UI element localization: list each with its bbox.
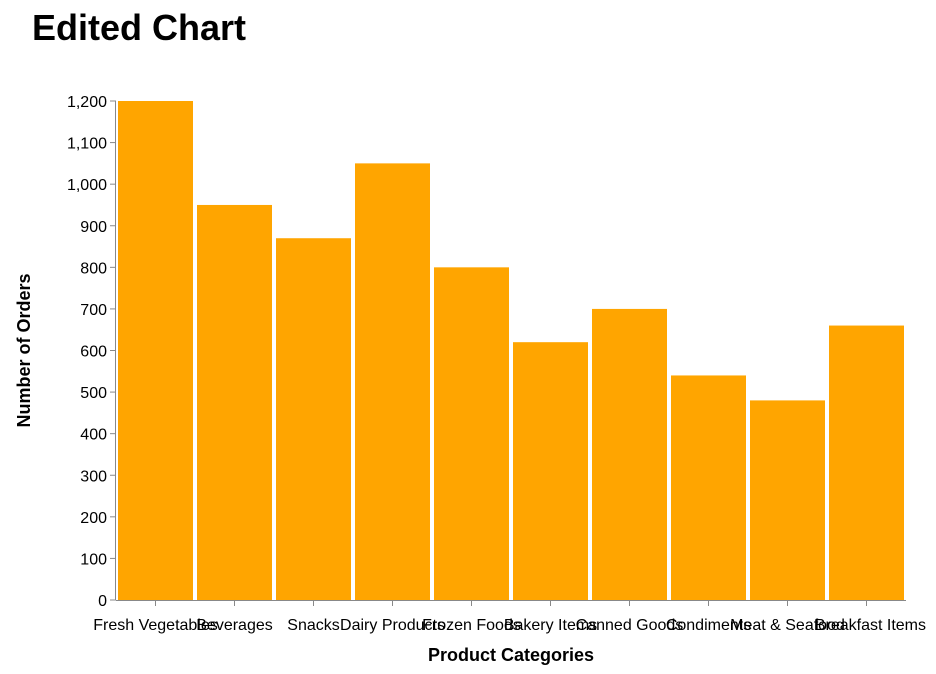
bar-2 xyxy=(276,238,351,600)
x-tick-label-6: Canned Goods xyxy=(576,617,684,634)
y-tick-label-4: 400 xyxy=(80,427,107,444)
y-tick-label-9: 900 xyxy=(80,219,107,236)
bar-5 xyxy=(513,342,588,600)
y-tick-label-11: 1,100 xyxy=(67,136,107,153)
bar-3 xyxy=(355,163,430,600)
x-tick-label-0: Fresh Vegetables xyxy=(93,617,218,634)
y-tick-label-7: 700 xyxy=(80,302,107,319)
bar-0 xyxy=(118,101,193,600)
y-tick-label-0: 0 xyxy=(98,593,107,610)
x-tick-label-3: Dairy Products xyxy=(340,617,445,634)
y-tick-label-2: 200 xyxy=(80,510,107,527)
y-tick-label-5: 500 xyxy=(80,385,107,402)
x-tick-label-7: Condiments xyxy=(666,617,751,634)
bar-8 xyxy=(750,400,825,600)
bar-6 xyxy=(592,308,667,600)
bar-1 xyxy=(197,204,272,601)
x-tick-label-2: Snacks xyxy=(287,617,339,634)
y-tick-label-1: 100 xyxy=(80,551,107,568)
y-tick-label-12: 1,200 xyxy=(67,94,107,111)
x-tick-label-1: Beverages xyxy=(196,617,273,634)
bar-9 xyxy=(829,325,904,600)
chart-title: Edited Chart xyxy=(32,7,247,48)
y-axis-title: Number of Orders xyxy=(14,273,34,427)
x-axis-title: Product Categories xyxy=(428,645,594,665)
y-axis: 0 100 200 300 400 500 600 700 800 900 1,000 1,100 1,… xyxy=(67,94,116,610)
y-tick-label-6: 600 xyxy=(80,344,107,361)
y-tick-label-10: 1,000 xyxy=(67,177,107,194)
x-tick-label-4: Frozen Foods xyxy=(422,617,521,634)
x-tick-label-5: Bakery Items xyxy=(504,617,597,634)
bar-7 xyxy=(671,375,746,600)
bars-layer xyxy=(118,101,904,601)
x-tick-label-8: Meat & Seafood xyxy=(730,617,845,634)
x-tick-label-9: Breakfast Items xyxy=(815,617,926,634)
y-tick-label-8: 800 xyxy=(80,260,107,277)
bar-4 xyxy=(434,267,509,600)
y-tick-label-3: 300 xyxy=(80,468,107,485)
